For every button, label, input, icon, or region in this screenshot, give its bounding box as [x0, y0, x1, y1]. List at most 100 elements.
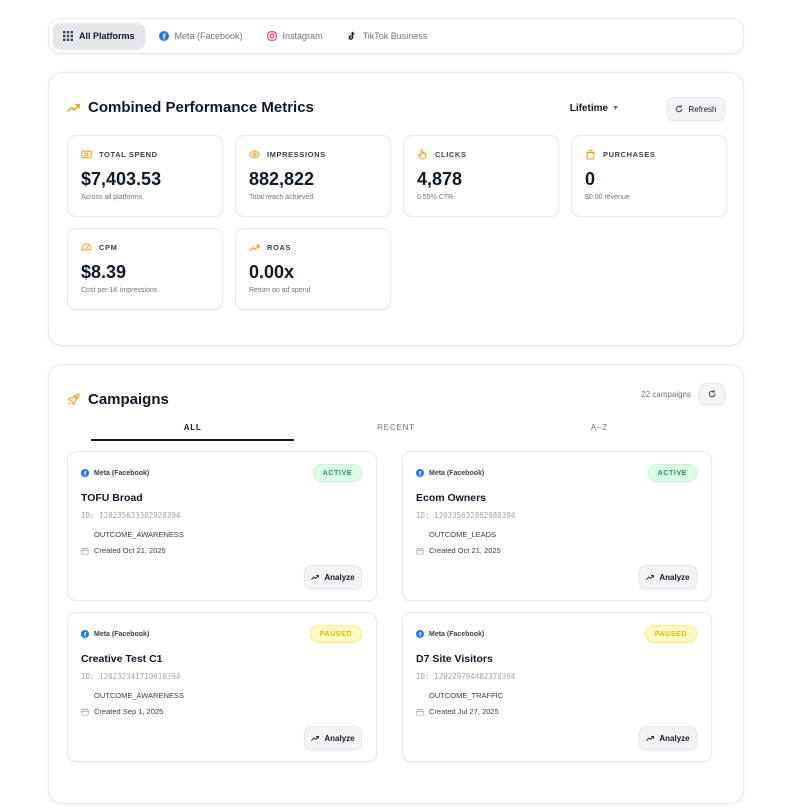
campaign-platform-label: Meta (Facebook): [429, 630, 485, 638]
grid-icon: [63, 31, 73, 41]
campaign-objective: OUTCOME_AWARENESS: [94, 691, 184, 700]
campaign-created-label: Created Sep 1, 2025: [94, 707, 164, 716]
metric-total-spend: TOTAL SPEND $7,403.53 Across all platfor…: [67, 135, 223, 217]
metric-label: CLICKS: [435, 150, 467, 159]
calendar-icon: [81, 708, 89, 716]
campaign-objective: OUTCOME_TRAFFIC: [429, 691, 504, 700]
rocket-icon: [67, 393, 80, 406]
campaign-platform-label: Meta (Facebook): [429, 469, 485, 477]
analyze-label: Analyze: [324, 733, 355, 743]
campaign-count: 22 campaigns: [641, 390, 691, 399]
metric-value: 0.00x: [249, 262, 295, 282]
analyze-label: Analyze: [324, 572, 355, 582]
refresh-icon: [676, 105, 683, 113]
analyze-button[interactable]: Analyze: [304, 726, 362, 750]
metric-cpm: CPM $8.39 Cost per 1K impressions: [67, 228, 223, 310]
campaigns-refresh-button[interactable]: [699, 383, 725, 405]
tab-label: Instagram: [282, 31, 323, 41]
campaign-created: Created Sep 1, 2025: [81, 707, 163, 716]
campaign-platform-label: Meta (Facebook): [94, 469, 150, 477]
metric-subtext: Return on ad spend: [249, 287, 311, 294]
trend-up-icon: [311, 735, 320, 741]
campaign-created-label: Created Oct 21, 2025: [94, 546, 166, 555]
trend-up-icon: [646, 735, 655, 741]
campaign-sort-tabs: ALL RECENT A–Z: [91, 417, 701, 441]
platform-tab-bar: All Platforms Meta (Facebook) Instagram …: [48, 18, 744, 54]
campaign-created-label: Created Oct 21, 2025: [429, 546, 501, 555]
campaign-card[interactable]: Meta (Facebook) PAUSED Creative Test C1 …: [67, 612, 377, 762]
analyze-button[interactable]: Analyze: [639, 726, 697, 750]
shopping-bag-icon: [586, 149, 595, 160]
status-badge: PAUSED: [309, 625, 362, 643]
campaign-platform-label: Meta (Facebook): [94, 630, 150, 638]
facebook-icon: [416, 469, 424, 477]
facebook-icon: [81, 630, 89, 638]
metric-value: 4,878: [417, 169, 463, 189]
metric-label: ROAS: [267, 243, 292, 252]
metric-label: PURCHASES: [603, 150, 656, 159]
campaign-name: TOFU Broad: [81, 492, 143, 504]
calendar-icon: [416, 708, 424, 716]
campaign-card[interactable]: Meta (Facebook) ACTIVE TOFU Broad ID: 12…: [67, 451, 377, 601]
tab-all-platforms[interactable]: All Platforms: [53, 23, 145, 49]
tab-label: TikTok Business: [362, 31, 428, 41]
metric-label: CPM: [99, 243, 118, 252]
metric-roas: ROAS 0.00x Return on ad spend: [235, 228, 391, 310]
campaign-created: Created Jul 27, 2025: [416, 707, 499, 716]
metric-subtext: 0.55% CTR: [417, 194, 454, 201]
hand-pointer-icon: [418, 149, 427, 160]
chevron-down-icon: ▼: [612, 105, 619, 112]
tab-all[interactable]: ALL: [91, 417, 295, 441]
campaign-name: Ecom Owners: [416, 492, 487, 504]
trend-up-icon: [646, 574, 655, 580]
metric-subtext: $0.00 revenue: [585, 194, 630, 201]
calendar-icon: [416, 547, 424, 555]
campaigns-title: Campaigns: [88, 391, 169, 408]
analyze-button[interactable]: Analyze: [304, 565, 362, 589]
status-badge: PAUSED: [644, 625, 697, 643]
tab-a-z[interactable]: A–Z: [590, 423, 608, 432]
status-badge: ACTIVE: [647, 464, 697, 482]
calendar-icon: [81, 547, 89, 555]
performance-title: Combined Performance Metrics: [88, 99, 314, 116]
tab-meta-facebook[interactable]: Meta (Facebook): [149, 23, 253, 49]
metric-subtext: Cost per 1K impressions: [81, 287, 158, 294]
tab-label: All Platforms: [79, 31, 135, 41]
metric-value: 882,822: [249, 169, 315, 189]
tab-instagram[interactable]: Instagram: [257, 23, 333, 49]
tab-tiktok-business[interactable]: TikTok Business: [337, 23, 438, 49]
refresh-button[interactable]: Refresh: [667, 97, 725, 121]
gauge-icon: [81, 243, 92, 251]
campaign-card[interactable]: Meta (Facebook) PAUSED D7 Site Visitors …: [402, 612, 712, 762]
period-select[interactable]: Lifetime ▼: [570, 103, 619, 114]
trend-up-icon: [249, 244, 260, 252]
campaign-id: ID: 120232341710910394: [81, 672, 181, 681]
campaign-card[interactable]: Meta (Facebook) ACTIVE Ecom Owners ID: 1…: [402, 451, 712, 601]
metric-label: IMPRESSIONS: [267, 150, 326, 159]
trend-up-icon: [67, 103, 80, 112]
eye-icon: [249, 150, 260, 159]
tab-recent[interactable]: RECENT: [377, 423, 415, 432]
campaign-created: Created Oct 21, 2025: [81, 546, 166, 555]
campaign-platform: Meta (Facebook): [81, 469, 149, 477]
analyze-label: Analyze: [659, 572, 690, 582]
metric-subtext: Total reach achieved: [249, 194, 314, 201]
campaigns-header: Campaigns: [67, 391, 169, 408]
campaign-name: Creative Test C1: [81, 653, 163, 665]
facebook-icon: [81, 469, 89, 477]
metric-clicks: CLICKS 4,878 0.55% CTR: [403, 135, 559, 217]
metric-value: $8.39: [81, 262, 127, 282]
facebook-icon: [158, 31, 169, 41]
metric-subtext: Across all platforms: [81, 194, 143, 201]
facebook-icon: [416, 630, 424, 638]
tiktok-icon: [347, 31, 355, 40]
refresh-label: Refresh: [688, 104, 717, 114]
instagram-icon: [266, 31, 277, 41]
metric-impressions: IMPRESSIONS 882,822 Total reach achieved: [235, 135, 391, 217]
metric-purchases: PURCHASES 0 $0.00 revenue: [571, 135, 727, 217]
campaign-objective: OUTCOME_AWARENESS: [94, 530, 184, 539]
performance-card: Combined Performance Metrics Lifetime ▼ …: [48, 72, 744, 346]
analyze-button[interactable]: Analyze: [639, 565, 697, 589]
period-select-value: Lifetime: [569, 103, 609, 114]
metric-value: $7,403.53: [81, 169, 162, 189]
